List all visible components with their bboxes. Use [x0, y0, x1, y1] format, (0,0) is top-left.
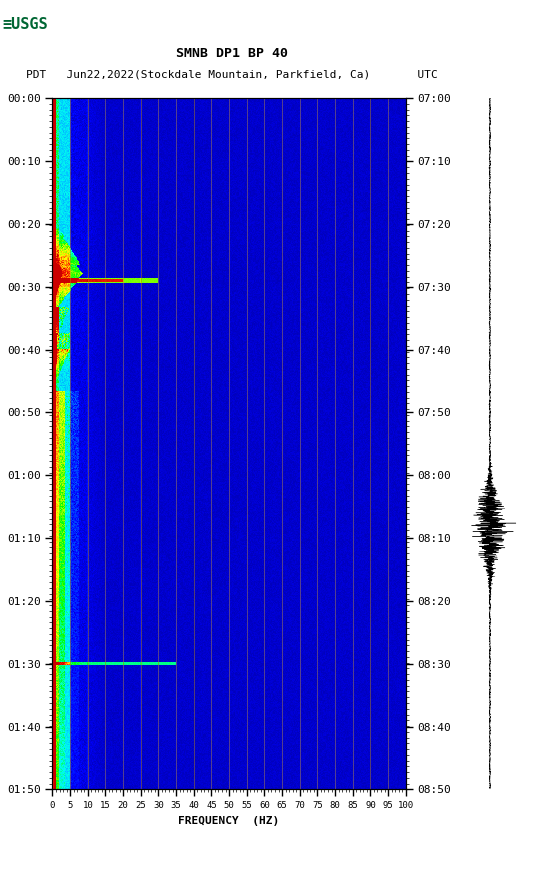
- X-axis label: FREQUENCY  (HZ): FREQUENCY (HZ): [178, 816, 280, 826]
- Text: ≡USGS: ≡USGS: [3, 18, 49, 32]
- Text: SMNB DP1 BP 40: SMNB DP1 BP 40: [176, 47, 288, 60]
- Text: PDT   Jun22,2022(Stockdale Mountain, Parkfield, Ca)       UTC: PDT Jun22,2022(Stockdale Mountain, Parkf…: [26, 70, 438, 80]
